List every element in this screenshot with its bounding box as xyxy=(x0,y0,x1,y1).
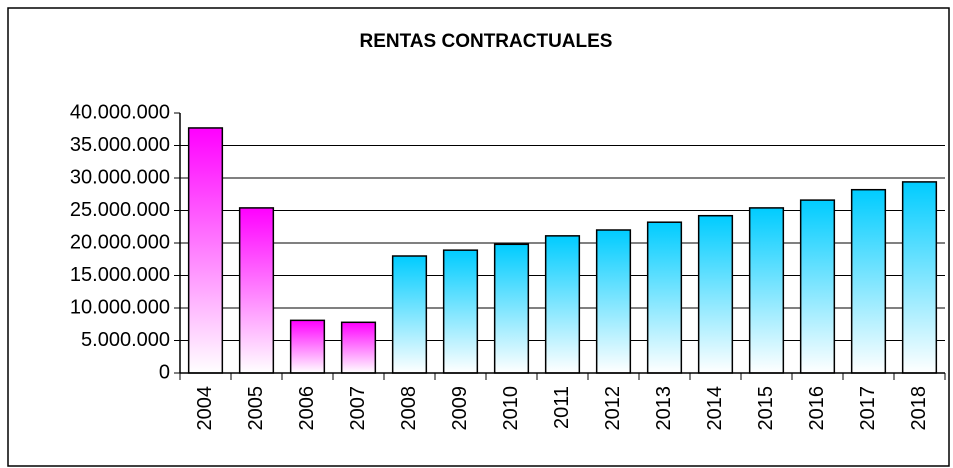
x-tick-label: 2011 xyxy=(551,386,573,429)
y-tick-label: 30.000.000 xyxy=(70,166,170,188)
y-tick-label: 15.000.000 xyxy=(70,264,170,286)
y-tick-label: 20.000.000 xyxy=(70,231,170,253)
bar xyxy=(442,249,479,374)
bar xyxy=(646,221,683,374)
bar xyxy=(901,181,938,374)
bar xyxy=(595,229,632,374)
bar xyxy=(187,127,224,374)
y-tick-label: 10.000.000 xyxy=(70,296,170,318)
x-tick-label: 2018 xyxy=(908,386,930,431)
y-tick-label: 0 xyxy=(159,361,170,383)
x-tick-label: 2016 xyxy=(806,386,828,431)
bar xyxy=(340,321,377,374)
bar xyxy=(850,188,887,374)
x-tick-label: 2014 xyxy=(704,386,726,431)
bar xyxy=(799,199,836,374)
y-tick-label: 25.000.000 xyxy=(70,199,170,221)
x-tick-label: 2010 xyxy=(500,386,522,431)
x-tick-label: 2007 xyxy=(347,386,369,431)
bar xyxy=(391,255,428,374)
chart-title: RENTAS CONTRACTUALES xyxy=(360,31,613,52)
bar xyxy=(748,207,785,374)
y-tick-label: 40.000.000 xyxy=(70,101,170,123)
x-tick-label: 2009 xyxy=(449,386,471,431)
chart-frame xyxy=(7,7,950,467)
x-tick-label: 2006 xyxy=(296,386,318,431)
x-tick-label: 2012 xyxy=(602,386,624,431)
y-tick-label: 35.000.000 xyxy=(70,134,170,156)
x-tick-label: 2004 xyxy=(194,386,216,431)
x-tick-label: 2005 xyxy=(245,386,267,431)
x-tick-label: 2008 xyxy=(398,386,420,431)
bar xyxy=(697,214,734,374)
x-tick-label: 2013 xyxy=(653,386,675,431)
bar xyxy=(238,207,275,374)
x-tick-label: 2015 xyxy=(755,386,777,431)
bar xyxy=(493,243,530,374)
bar xyxy=(289,319,326,374)
x-tick-label: 2017 xyxy=(857,386,879,431)
y-tick-label: 5.000.000 xyxy=(81,329,170,351)
bar xyxy=(544,235,581,374)
